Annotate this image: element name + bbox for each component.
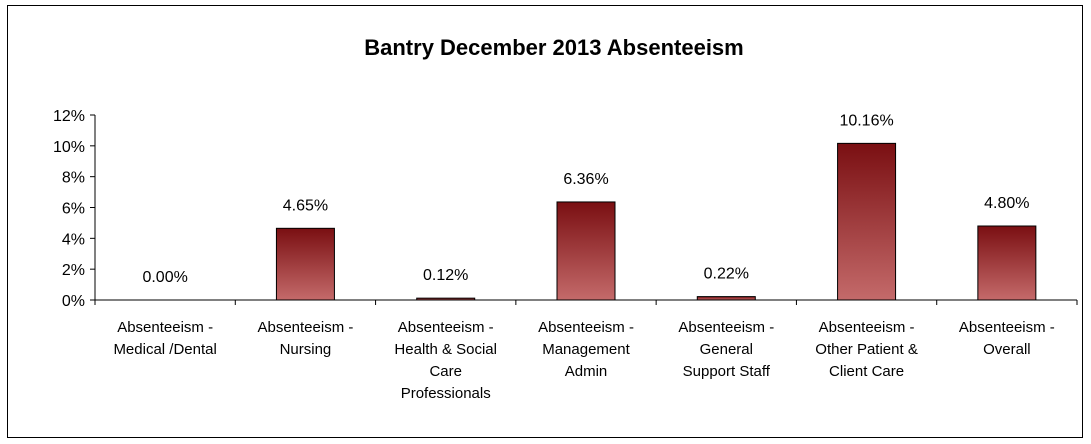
category-label-line: Nursing — [280, 341, 332, 358]
data-label: 4.65% — [283, 197, 328, 214]
y-tick-label: 12% — [53, 108, 85, 125]
category-label-line: Other Patient & — [815, 341, 918, 358]
category-label: Absenteeism - Health & Social Care Professi… — [394, 319, 497, 402]
chart-title: Bantry December 2013 Absenteeism — [364, 35, 743, 60]
category-label-line: Support Staff — [683, 363, 771, 380]
category-label: Absenteeism - Overall — [959, 319, 1055, 358]
y-tick-label: 0% — [62, 293, 85, 310]
data-label: 0.22% — [704, 266, 749, 283]
category-label: Absenteeism - Other Patient & Client Care — [815, 319, 918, 380]
category-label-line: Absenteeism - — [117, 319, 213, 336]
bar — [417, 298, 475, 300]
category-label-line: Absenteeism - — [819, 319, 915, 336]
y-tick-label: 4% — [62, 231, 85, 248]
bar — [276, 228, 334, 300]
category-label-line: Admin — [565, 363, 608, 380]
category-label: Absenteeism - Management Admin — [538, 319, 634, 380]
category-label-line: Client Care — [829, 363, 904, 380]
category-label: Absenteeism - Medical /Dental — [113, 319, 216, 358]
y-tick-label: 6% — [62, 201, 85, 218]
bars — [276, 143, 1035, 300]
data-label: 0.12% — [423, 267, 468, 284]
bar — [838, 143, 896, 300]
category-label-line: Medical /Dental — [113, 341, 216, 358]
category-label-line: Care — [429, 363, 462, 380]
data-label: 6.36% — [563, 171, 608, 188]
data-label: 0.00% — [142, 269, 187, 286]
category-label-line: Absenteeism - — [538, 319, 634, 336]
bar — [557, 202, 615, 300]
category-label-line: Management — [542, 341, 630, 358]
category-label: Absenteeism - Nursing — [257, 319, 353, 358]
category-label-line: Absenteeism - — [257, 319, 353, 336]
category-label-line: Absenteeism - — [959, 319, 1055, 336]
bar — [978, 226, 1036, 300]
data-label: 4.80% — [984, 195, 1029, 212]
bar — [697, 297, 755, 300]
category-label-line: Absenteeism - — [678, 319, 774, 336]
category-label-line: Professionals — [401, 385, 491, 402]
category-label: Absenteeism - General Support Staff — [678, 319, 774, 380]
data-label: 10.16% — [839, 112, 893, 129]
y-tick-label: 10% — [53, 139, 85, 156]
category-label-line: Overall — [983, 341, 1031, 358]
y-tick-label: 8% — [62, 170, 85, 187]
category-label-line: Absenteeism - — [398, 319, 494, 336]
category-label-line: General — [700, 341, 753, 358]
y-tick-label: 2% — [62, 262, 85, 279]
category-label-line: Health & Social — [394, 341, 497, 358]
